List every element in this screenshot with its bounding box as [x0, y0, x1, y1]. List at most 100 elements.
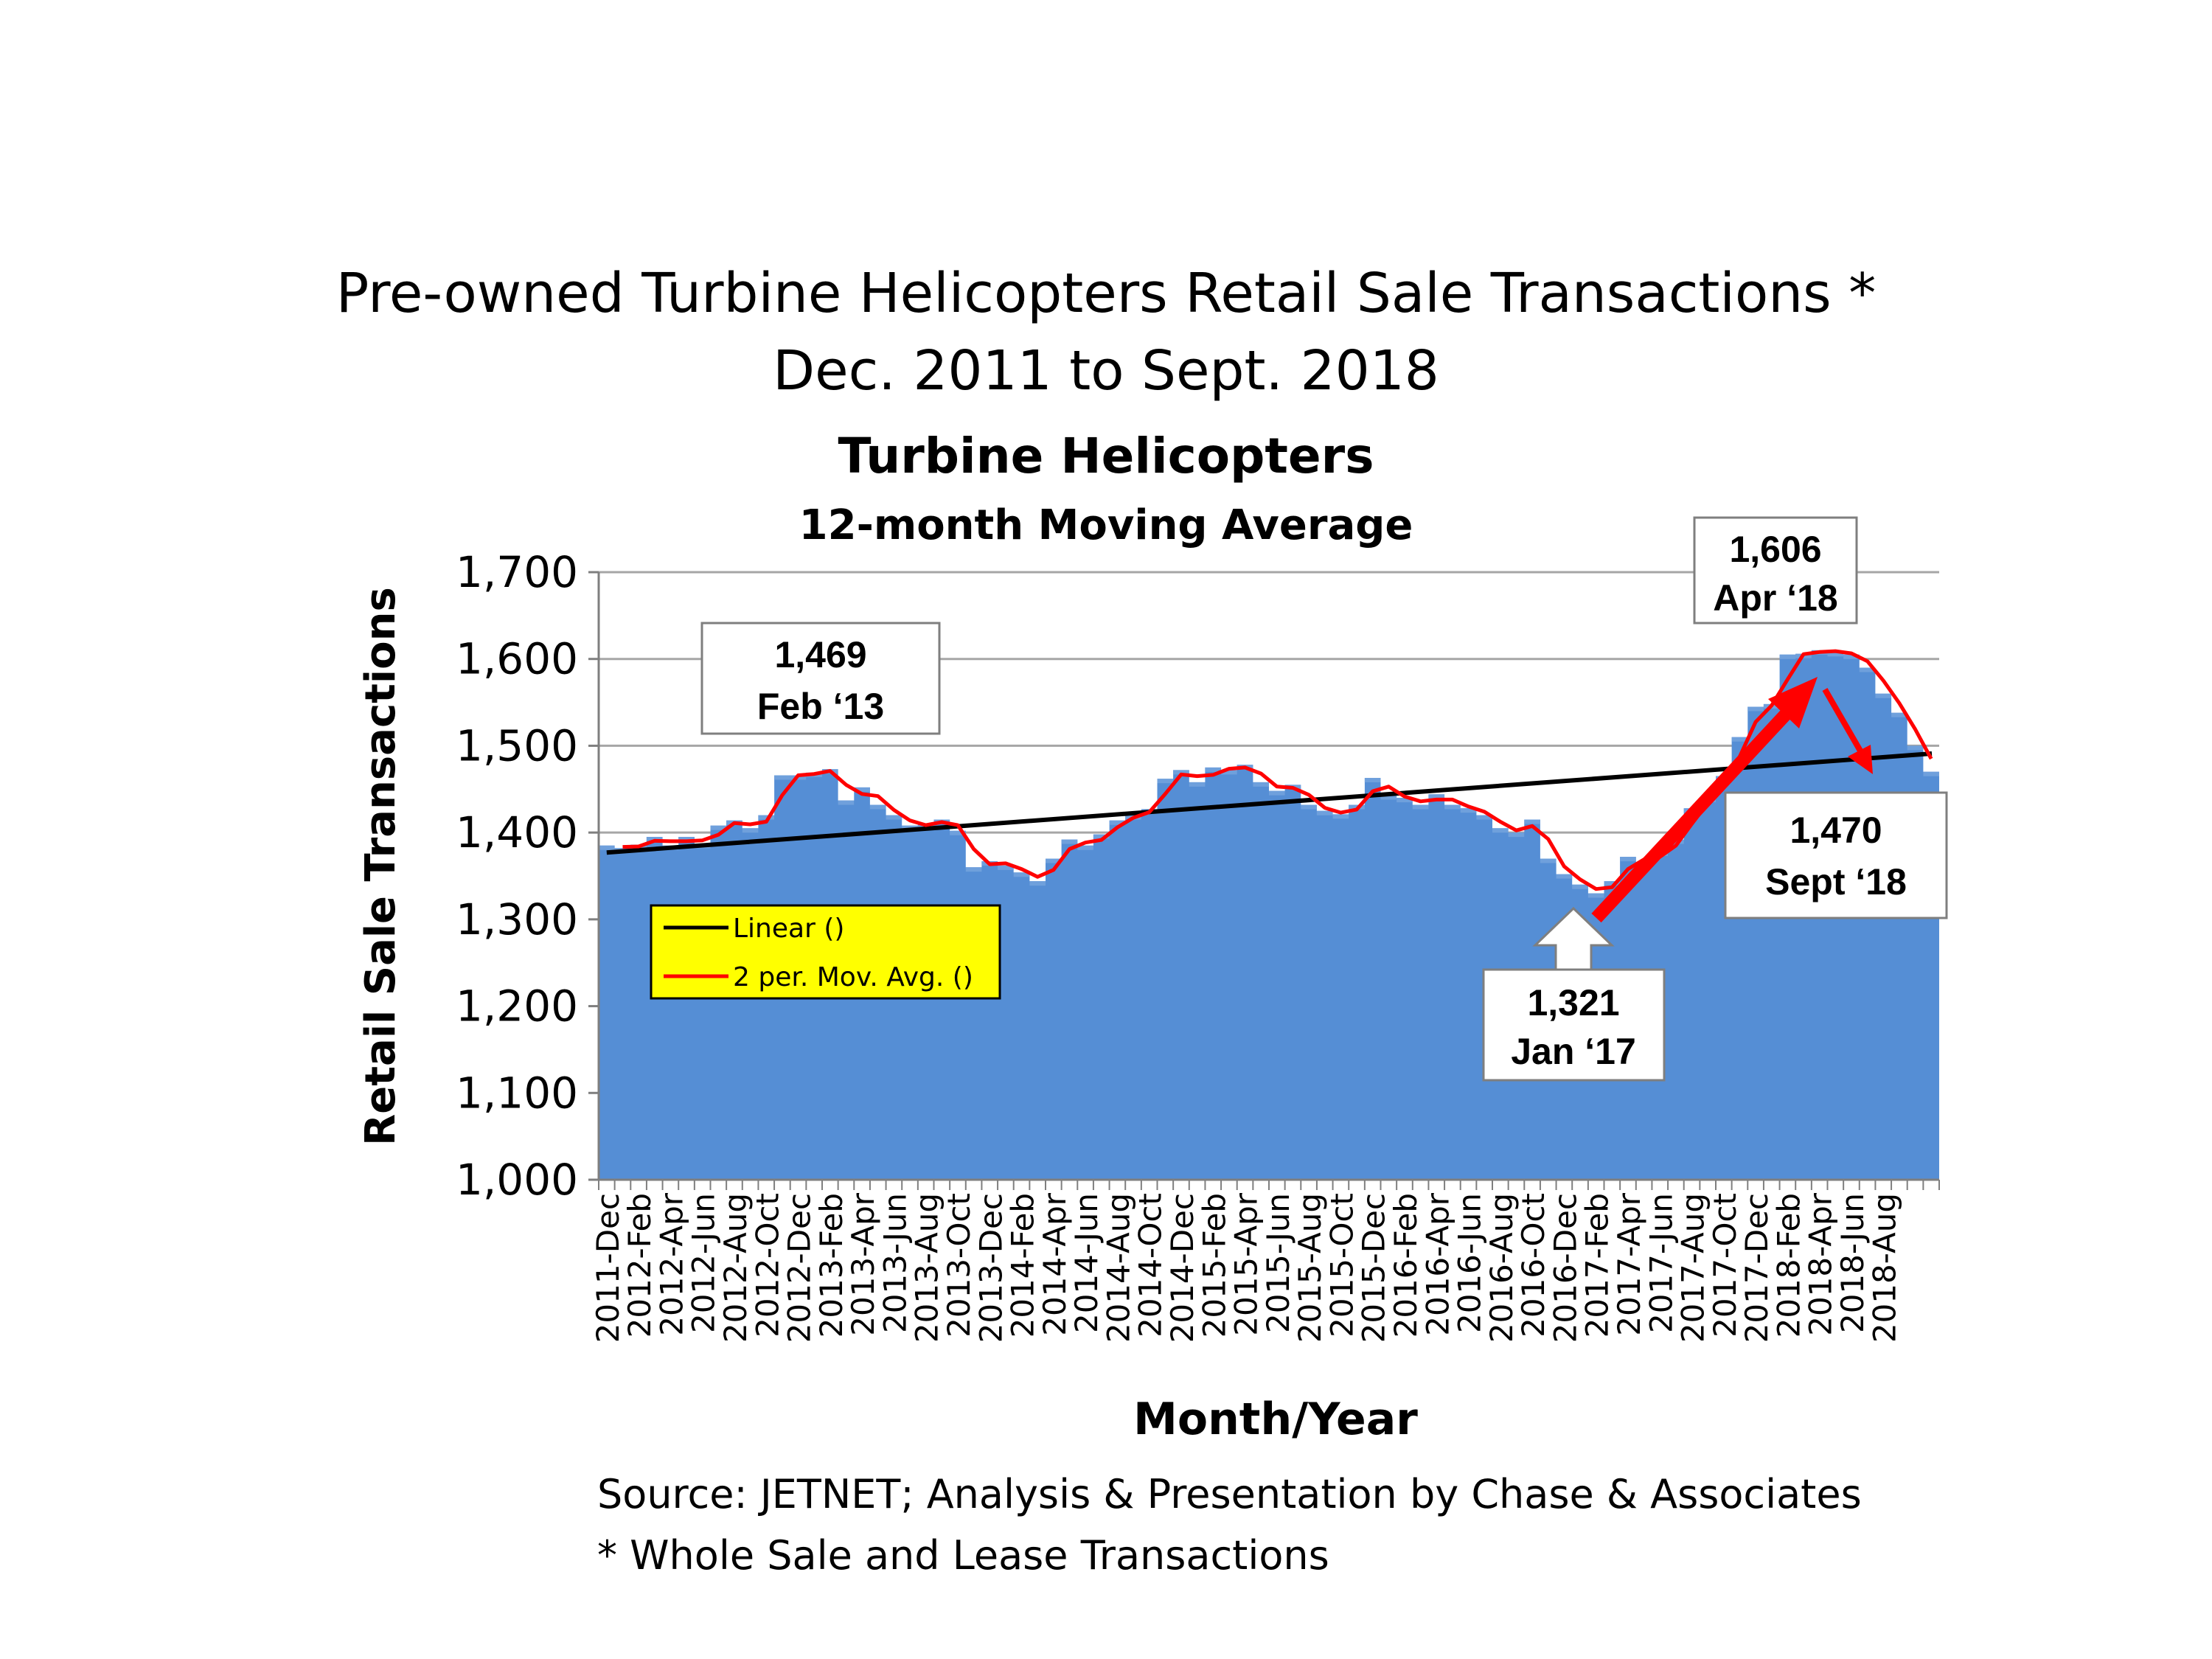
area-step — [1316, 810, 1333, 815]
source-note: Source: JETNET; Analysis & Presentation … — [597, 1471, 1862, 1517]
x-tick-label: 2016-Aug — [1484, 1193, 1520, 1343]
area-step — [1827, 652, 1844, 657]
area-step — [742, 828, 759, 833]
x-tick-label: 2016-Dec — [1547, 1193, 1583, 1343]
area-step — [1173, 770, 1189, 775]
area-step — [1556, 874, 1573, 879]
chart-subtitle: 12-month Moving Average — [799, 501, 1413, 549]
x-tick-label: 2017-Aug — [1675, 1193, 1711, 1343]
area-step — [1859, 667, 1876, 672]
x-tick-label: 2015-Feb — [1196, 1193, 1232, 1338]
y-tick-label: 1,600 — [456, 634, 578, 684]
area-step — [965, 867, 982, 872]
x-tick-label: 2017-Oct — [1707, 1193, 1743, 1338]
callout-feb13-label: Feb ‘13 — [757, 686, 884, 727]
area-step — [854, 787, 870, 792]
callout-jan17: 1,321 Jan ‘17 — [1482, 968, 1666, 1082]
x-tick-label: 2013-Jun — [877, 1193, 913, 1333]
area-step — [1875, 693, 1891, 698]
legend-linear-label: Linear () — [733, 914, 844, 944]
callout-sept18-label: Sept ‘18 — [1765, 861, 1907, 902]
x-tick-label: 2012-Jun — [686, 1193, 722, 1333]
area-step — [998, 865, 1014, 870]
x-tick-label: 2015-Oct — [1324, 1193, 1360, 1338]
x-tick-label: 2016-Feb — [1388, 1193, 1424, 1338]
x-tick-label: 2016-Jun — [1452, 1193, 1488, 1333]
area-step — [1380, 795, 1397, 800]
rise-arrow-shaft — [1591, 703, 1797, 923]
area-step — [1604, 881, 1621, 886]
area-step — [1269, 790, 1285, 796]
x-tick-label: 2018-Apr — [1803, 1192, 1839, 1336]
x-tick-label: 2012-Aug — [717, 1193, 754, 1343]
area-step — [1843, 654, 1860, 659]
y-axis-label: Retail Sale Transactions — [357, 587, 405, 1146]
area-step — [774, 775, 790, 780]
area-step — [1109, 820, 1126, 825]
y-tick-label: 1,300 — [456, 894, 578, 945]
x-tick-label: 2017-Apr — [1611, 1192, 1647, 1336]
area-step — [1093, 834, 1110, 839]
area-step — [1364, 778, 1381, 782]
area-step — [1061, 839, 1078, 844]
x-tick-label: 2012-Apr — [653, 1192, 689, 1336]
x-tick-label: 2013-Apr — [845, 1192, 881, 1336]
x-tick-label: 2015-Dec — [1356, 1193, 1392, 1343]
x-tick-label: 2017-Feb — [1579, 1193, 1615, 1338]
area-step — [710, 825, 727, 830]
area-step — [1476, 815, 1492, 820]
x-tick-label: 2013-Dec — [973, 1193, 1009, 1343]
x-tick-label: 2016-Oct — [1515, 1193, 1551, 1338]
area-step — [838, 800, 855, 805]
legend-mavg-label: 2 per. Mov. Avg. () — [733, 962, 973, 992]
x-tick-label: 2015-Apr — [1228, 1192, 1265, 1336]
x-tick-labels: 2011-Dec2012-Feb2012-Apr2012-Jun2012-Aug… — [590, 1192, 1903, 1343]
x-tick-label: 2013-Oct — [941, 1193, 977, 1338]
area-step — [1587, 893, 1604, 898]
callout-apr18: 1,606 Apr ‘18 — [1693, 516, 1858, 625]
area-step — [1524, 819, 1540, 824]
x-tick-label: 2017-Dec — [1739, 1193, 1775, 1343]
y-tick-labels: 1,000 1,100 1,200 1,300 1,400 1,500 1,600 1,700 — [456, 547, 578, 1205]
x-tick-label: 2018-Aug — [1866, 1193, 1902, 1343]
x-tick-label: 2018-Jun — [1834, 1193, 1871, 1333]
area-step — [950, 830, 966, 835]
area-step — [1412, 804, 1429, 810]
rise-arrow-head — [1768, 677, 1818, 728]
y-tick-label: 1,000 — [456, 1155, 578, 1205]
x-tick-label: 2013-Aug — [909, 1193, 945, 1343]
area-step — [1779, 654, 1796, 659]
area-step — [1046, 858, 1062, 863]
x-tick-label: 2012-Feb — [622, 1193, 658, 1338]
chart-title: Turbine Helicopters — [838, 428, 1374, 484]
callout-apr18-value: 1,606 — [1729, 529, 1821, 570]
y-tick-label: 1,400 — [456, 807, 578, 858]
area-step — [1428, 794, 1444, 799]
x-tick-label: 2015-Aug — [1292, 1193, 1328, 1343]
fall-arrow-shaft — [1822, 688, 1864, 754]
x-tick-label: 2012-Oct — [749, 1193, 785, 1338]
x-tick-label: 2018-Feb — [1770, 1193, 1806, 1338]
area-step — [1731, 737, 1748, 742]
x-tick-label: 2014-Jun — [1068, 1193, 1105, 1333]
callout-jan17-value: 1,321 — [1527, 982, 1619, 1023]
main-subtitle: Dec. 2011 to Sept. 2018 — [773, 339, 1439, 403]
main-title: Pre-owned Turbine Helicopters Retail Sal… — [335, 262, 1877, 325]
area-step — [1332, 814, 1349, 819]
area-step — [1157, 779, 1174, 784]
area-step — [1620, 857, 1636, 862]
x-tick-label: 2016-Apr — [1419, 1192, 1455, 1336]
axes — [597, 572, 1940, 1190]
trend-arrows — [1591, 677, 1873, 923]
x-tick-label: 2014-Dec — [1164, 1193, 1200, 1343]
area-step — [1492, 828, 1509, 833]
area-step — [678, 837, 695, 841]
area-step — [1301, 804, 1317, 810]
area-step — [869, 804, 886, 810]
area-step — [1029, 881, 1046, 886]
x-tick-label: 2011-Dec — [590, 1193, 626, 1343]
area-step — [1747, 706, 1764, 712]
x-tick-label: 2014-Aug — [1100, 1193, 1136, 1343]
x-tick-label: 2014-Feb — [1005, 1193, 1041, 1338]
area-step — [599, 845, 615, 850]
